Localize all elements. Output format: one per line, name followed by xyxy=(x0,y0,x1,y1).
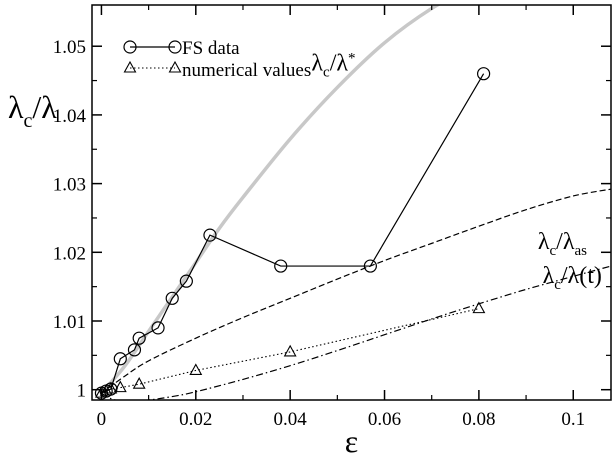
x-axis-title: ε xyxy=(345,423,358,459)
annotation-as: λc/λas xyxy=(538,229,587,259)
data-point-triangle xyxy=(113,380,127,393)
data-point-circle xyxy=(165,291,179,305)
series-line xyxy=(101,73,485,394)
x-tick-label: 0 xyxy=(97,409,107,430)
legend-label-fs-data: FS data xyxy=(182,38,240,59)
ticks-layer: 0 0.02 0.04 0.06 0.08 0.1 1 1.01 1.02 1.03 1.04 1.0… xyxy=(53,5,611,430)
legend-marker-triangle xyxy=(168,60,182,73)
data-point-circle xyxy=(274,259,288,273)
data-point-circle xyxy=(127,343,142,357)
legend-entry-numerical: numerical values xyxy=(123,60,311,81)
data-point-circle xyxy=(113,352,127,366)
legend-label-numerical: numerical values xyxy=(182,60,311,81)
legend-marker-circle xyxy=(168,40,182,54)
y-tick-label: 1.03 xyxy=(53,175,86,196)
y-tick-label: 1.05 xyxy=(53,37,86,58)
curve-lambda-t xyxy=(101,265,611,400)
annotation-sub2: as xyxy=(574,243,587,259)
y-axis-title-main: λ xyxy=(8,89,24,125)
legend-marker-triangle xyxy=(123,60,137,73)
x-tick-label: 0.06 xyxy=(368,409,401,430)
data-point-triangle xyxy=(189,363,203,376)
y-axis-title: λc/λ xyxy=(8,89,57,132)
data-point-circle xyxy=(151,321,165,335)
annotation-t: λc/λ(t) xyxy=(543,263,602,293)
x-tick-label: 0.02 xyxy=(179,409,212,430)
legend: FS data numerical values xyxy=(123,38,311,81)
y-tick-label: 1.01 xyxy=(53,312,86,333)
data-point-circle xyxy=(477,67,491,81)
x-tick-label: 0.04 xyxy=(274,409,308,430)
annotation-sub: c xyxy=(554,277,561,293)
data-point-circle xyxy=(132,331,146,345)
y-tick-label: 1 xyxy=(77,381,87,402)
y-axis-title-sub: c xyxy=(24,110,33,132)
data-point-triangle xyxy=(132,377,146,389)
x-tick-label: 0.1 xyxy=(561,409,585,430)
curve-lambda-star xyxy=(100,5,441,395)
data-point-triangle xyxy=(472,301,486,314)
y-tick-label: 1.02 xyxy=(53,243,86,264)
data-point-circle xyxy=(179,274,193,288)
annotation-sub: c xyxy=(550,243,557,259)
annotation-sup: * xyxy=(348,50,356,66)
plot-frame xyxy=(91,4,612,401)
annotation-main: λ xyxy=(538,229,550,255)
data-point-triangle xyxy=(283,344,297,357)
legend-marker-circle xyxy=(123,40,137,54)
series-layer xyxy=(94,67,491,400)
annotation-mid: /λ xyxy=(330,50,349,76)
annotation-main: λ xyxy=(543,263,555,289)
curves-layer xyxy=(100,5,611,400)
series-line xyxy=(101,308,480,394)
annotation-main: λ xyxy=(311,50,323,76)
annotation-sub: c xyxy=(323,64,330,80)
data-point-triangle xyxy=(99,383,113,396)
annotation-star: λc/λ* xyxy=(311,50,355,80)
data-point-circle xyxy=(363,259,377,273)
annotation-mid: /λ(t) xyxy=(561,263,602,289)
x-tick-label: 0.08 xyxy=(462,409,495,430)
data-point-triangle xyxy=(104,381,118,394)
y-tick-label: 1.04 xyxy=(53,106,87,127)
data-point-circle xyxy=(203,228,217,242)
annotation-mid: /λ xyxy=(556,229,575,255)
y-axis-title-rest: /λ xyxy=(32,89,57,125)
legend-entry-fs-data: FS data xyxy=(123,38,240,59)
curve-lambda-as xyxy=(101,188,611,394)
